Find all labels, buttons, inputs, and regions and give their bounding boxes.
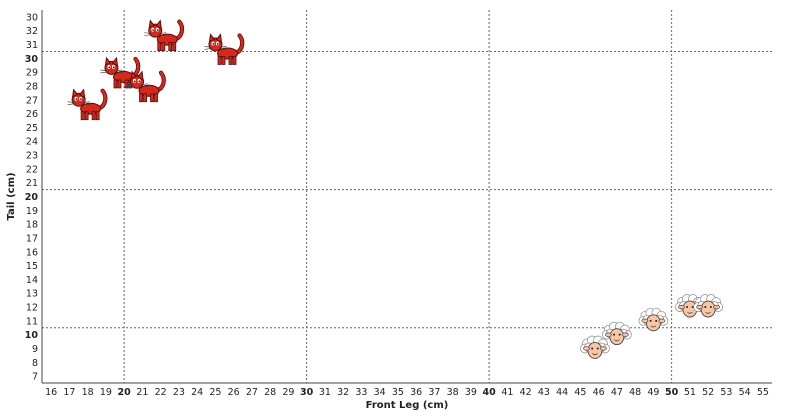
y-tick-label: 23 [26, 151, 38, 162]
y-tick-label: 30 [26, 12, 38, 23]
x-tick-label: 41 [501, 387, 513, 398]
x-tick-label: 26 [228, 387, 240, 398]
x-tick-label: 32 [337, 387, 349, 398]
cat-icon [68, 90, 106, 120]
x-tick-label: 53 [720, 387, 732, 398]
x-tick-label: 27 [246, 387, 258, 398]
x-tick-label: 34 [374, 387, 386, 398]
sheep-icon [694, 295, 723, 318]
y-tick-label: 27 [26, 95, 38, 106]
y-tick-label: 10 [25, 330, 39, 341]
y-tick-label: 17 [26, 233, 38, 244]
series-cat [68, 21, 243, 120]
x-tick-label: 55 [757, 387, 769, 398]
sheep-icon [580, 336, 609, 359]
x-tick-label: 43 [538, 387, 550, 398]
y-axis-label: Tail (cm) [6, 172, 17, 220]
y-tick-label: 7 [32, 372, 38, 383]
x-tick-label: 44 [556, 387, 568, 398]
x-tick-label: 39 [465, 387, 477, 398]
y-tick-label: 20 [25, 192, 39, 203]
x-tick-label: 22 [155, 387, 167, 398]
x-axis-label: Front Leg (cm) [366, 400, 449, 411]
y-tick-label: 9 [32, 344, 38, 355]
y-tick-label: 8 [32, 358, 38, 369]
x-tick-label: 48 [629, 387, 641, 398]
series-sheep [580, 295, 722, 359]
x-tick-label: 49 [647, 387, 659, 398]
x-tick-label: 37 [428, 387, 440, 398]
x-tick-label: 35 [392, 387, 404, 398]
x-tick-label: 24 [191, 387, 203, 398]
y-tick-label: 29 [26, 68, 38, 79]
y-tick-label: 32 [26, 26, 38, 37]
grid-layer [42, 10, 772, 383]
x-tick-label: 36 [410, 387, 422, 398]
y-tick-label: 18 [26, 220, 38, 231]
y-tick-label: 13 [26, 289, 38, 300]
y-tick-label: 11 [26, 316, 38, 327]
cat-icon [144, 21, 182, 51]
y-tick-label: 28 [26, 81, 38, 92]
y-tick-label: 26 [26, 109, 38, 120]
x-tick-label: 33 [355, 387, 367, 398]
x-tick-label: 51 [684, 387, 696, 398]
y-tick-label: 31 [26, 40, 38, 51]
y-tick-label: 30 [25, 54, 39, 65]
y-tick-label: 21 [26, 178, 38, 189]
x-tick-label: 50 [665, 387, 679, 398]
x-tick-label: 17 [63, 387, 75, 398]
x-tick-label: 52 [702, 387, 714, 398]
y-tick-label: 24 [26, 137, 38, 148]
x-tick-label: 30 [300, 387, 314, 398]
x-tick-label: 25 [209, 387, 221, 398]
y-tick-label: 19 [26, 206, 38, 217]
axes-layer [42, 10, 772, 383]
y-tick-label: 25 [26, 123, 38, 134]
x-tick-label: 38 [447, 387, 459, 398]
x-tick-label: 31 [319, 387, 331, 398]
x-tick-label: 29 [282, 387, 294, 398]
x-tick-label: 19 [100, 387, 112, 398]
x-tick-label: 46 [593, 387, 605, 398]
x-tick-label: 16 [45, 387, 57, 398]
x-tick-label: 54 [739, 387, 751, 398]
x-tick-label: 18 [82, 387, 94, 398]
x-tick-label: 21 [136, 387, 148, 398]
y-tick-label: 15 [26, 261, 38, 272]
y-tick-label: 14 [26, 275, 38, 286]
y-tick-label: 22 [26, 164, 38, 175]
x-tick-label: 42 [520, 387, 532, 398]
x-tick-label: 28 [264, 387, 276, 398]
x-tick-label: 20 [118, 387, 132, 398]
y-tick-label: 16 [26, 247, 38, 258]
x-tick-label: 45 [574, 387, 586, 398]
cat-icon [205, 34, 243, 64]
x-tick-label: 23 [173, 387, 185, 398]
x-tick-label: 47 [611, 387, 623, 398]
x-tick-label: 40 [483, 387, 497, 398]
y-tick-label: 12 [26, 303, 38, 314]
